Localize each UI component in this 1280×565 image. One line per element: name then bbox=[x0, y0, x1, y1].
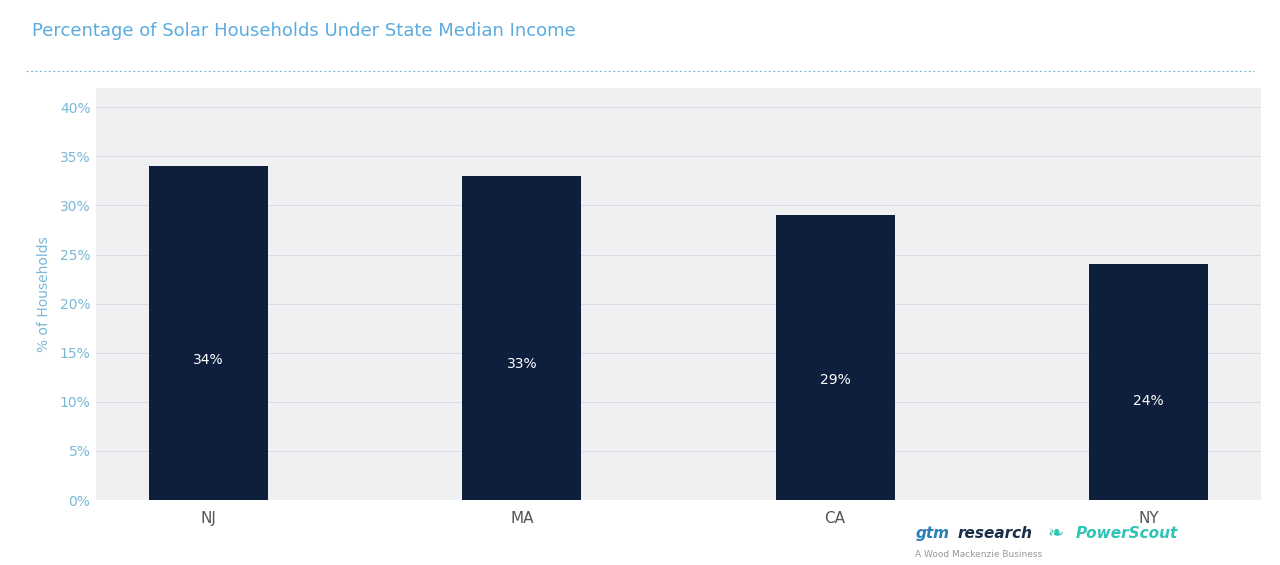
Text: ❧: ❧ bbox=[1047, 524, 1064, 544]
Text: PowerScout: PowerScout bbox=[1075, 527, 1178, 541]
Text: A Wood Mackenzie Business: A Wood Mackenzie Business bbox=[915, 550, 1042, 559]
Text: research: research bbox=[957, 527, 1033, 541]
Text: 29%: 29% bbox=[819, 373, 850, 388]
Bar bbox=[1089, 264, 1208, 500]
Text: 24%: 24% bbox=[1133, 394, 1164, 408]
Y-axis label: % of Households: % of Households bbox=[37, 236, 51, 351]
Text: gtm: gtm bbox=[915, 527, 950, 541]
Text: 34%: 34% bbox=[193, 353, 224, 367]
Bar bbox=[148, 166, 268, 500]
Text: 33%: 33% bbox=[507, 357, 538, 371]
Bar bbox=[462, 176, 581, 500]
Text: Percentage of Solar Households Under State Median Income: Percentage of Solar Households Under Sta… bbox=[32, 22, 576, 40]
Bar bbox=[776, 215, 895, 500]
